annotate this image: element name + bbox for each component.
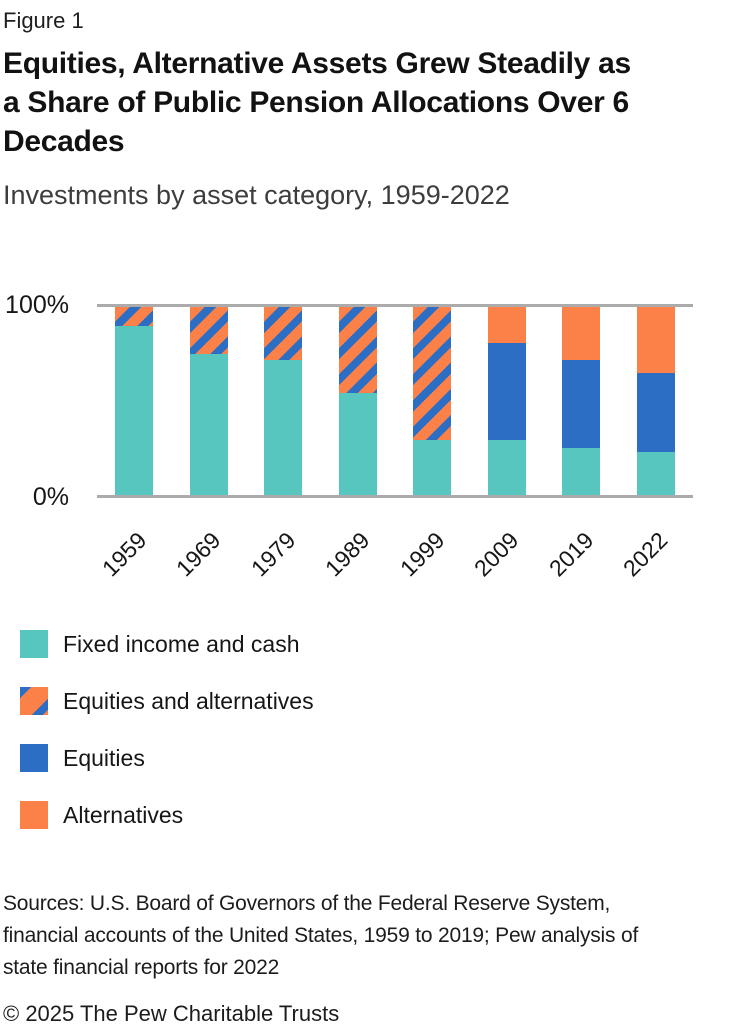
- bar-segment-equities_and_alternatives-1959: [115, 307, 154, 326]
- bar-slot-2019: [544, 307, 619, 495]
- bar-segment-fixed_income-1979: [264, 359, 303, 495]
- bar-segment-fixed_income-2022: [636, 451, 675, 495]
- legend-item-fixed_income: Fixed income and cash: [20, 630, 732, 658]
- x-tick-slot-2022: 2022: [618, 498, 694, 598]
- bar-segment-equities_and_alternatives-1969: [189, 307, 228, 354]
- x-tick-label-1969: 1969: [171, 526, 226, 581]
- bar-segment-alternatives-2019: [562, 307, 601, 360]
- sources-note: Sources: U.S. Board of Governors of the …: [3, 888, 732, 984]
- legend-item-equities: Equities: [20, 744, 732, 772]
- x-axis-labels: 1959 1969 1979 1989 1999 2009 2019 2022: [97, 498, 693, 598]
- x-tick-label-2022: 2022: [618, 526, 673, 581]
- x-tick-slot-2009: 2009: [469, 498, 545, 598]
- chart-title-line-1: Equities, Alternative Assets Grew Steadi…: [3, 47, 631, 80]
- bar-segment-alternatives-2009: [487, 307, 526, 343]
- bar-slot-2009: [470, 307, 545, 495]
- y-tick-label-0: 0%: [32, 483, 69, 511]
- figure-label: Figure 1: [3, 8, 84, 33]
- bar-segment-equities_and_alternatives-1989: [338, 307, 377, 394]
- bar-segment-equities_and_alternatives-1999: [413, 307, 452, 441]
- chart-title: Equities, Alternative Assets Grew Steadi…: [3, 44, 732, 161]
- bar-segment-equities-2022: [636, 372, 675, 452]
- x-tick-label-2009: 2009: [469, 526, 524, 581]
- copyright-notice: © 2025 The Pew Charitable Trusts: [3, 1001, 340, 1026]
- chart-title-line-2: a Share of Public Pension Allocations Ov…: [3, 86, 629, 119]
- legend-swatch-equities: [20, 744, 48, 772]
- x-tick-label-1979: 1979: [245, 526, 301, 581]
- bar-slot-1979: [246, 307, 321, 495]
- bar-1969: [189, 307, 228, 495]
- chart-subtitle: Investments by asset category, 1959-2022: [3, 180, 510, 210]
- bar-1989: [338, 307, 377, 495]
- bar-2022: [636, 307, 675, 495]
- x-tick-label-1959: 1959: [96, 526, 152, 581]
- bar-segment-alternatives-2022: [636, 307, 675, 373]
- bar-2019: [562, 307, 601, 495]
- bar-1979: [264, 307, 303, 495]
- chart-title-line-3: Decades: [3, 125, 125, 158]
- bar-2009: [487, 307, 526, 495]
- legend: Fixed income and cash Equities and altern…: [3, 630, 732, 829]
- legend-label-equities_and_alternatives: Equities and alternatives: [63, 687, 314, 714]
- x-tick-slot-2019: 2019: [544, 498, 619, 598]
- bar-segment-fixed_income-1999: [413, 440, 452, 495]
- x-tick-slot-1979: 1979: [246, 498, 321, 598]
- bar-slot-2022: [619, 307, 694, 495]
- x-tick-slot-1989: 1989: [320, 498, 396, 598]
- bar-1959: [115, 307, 154, 495]
- sources-line-3: state financial reports for 2022: [3, 956, 280, 979]
- legend-swatch-fixed_income: [20, 630, 48, 658]
- legend-label-fixed_income: Fixed income and cash: [63, 630, 300, 657]
- legend-item-alternatives: Alternatives: [20, 801, 732, 829]
- sources-line-1: Sources: U.S. Board of Governors of the …: [3, 892, 611, 915]
- bar-1999: [413, 307, 452, 495]
- y-tick-label-100: 100%: [5, 291, 69, 319]
- bar-slot-1999: [395, 307, 470, 495]
- bar-segment-equities-2009: [487, 342, 526, 441]
- x-tick-label-1989: 1989: [320, 526, 375, 581]
- bar-segment-equities_and_alternatives-1979: [264, 307, 303, 360]
- bar-segment-equities-2019: [562, 359, 601, 448]
- legend-swatch-equities_and_alternatives: [20, 687, 48, 715]
- legend-label-equities: Equities: [63, 744, 145, 771]
- x-tick-label-1999: 1999: [394, 526, 450, 581]
- sources-line-2: financial accounts of the United States,…: [3, 924, 639, 947]
- x-tick-slot-1959: 1959: [97, 498, 172, 598]
- bar-slot-1989: [321, 307, 396, 495]
- bar-slot-1969: [172, 307, 247, 495]
- bar-segment-fixed_income-1969: [189, 354, 228, 495]
- legend-swatch-alternatives: [20, 801, 48, 829]
- bar-segment-fixed_income-2019: [562, 448, 601, 495]
- bar-slot-1959: [97, 307, 172, 495]
- legend-label-alternatives: Alternatives: [63, 801, 184, 828]
- x-tick-slot-1969: 1969: [171, 498, 247, 598]
- bar-segment-fixed_income-1989: [338, 393, 377, 495]
- y-axis: 100% 0%: [3, 291, 97, 511]
- bar-segment-fixed_income-1959: [115, 325, 154, 495]
- legend-item-equities_and_alternatives: Equities and alternatives: [20, 687, 732, 715]
- chart-area: 100% 0%: [3, 291, 732, 511]
- plot-area: [97, 304, 693, 498]
- x-tick-label-2019: 2019: [543, 526, 599, 581]
- x-tick-slot-1999: 1999: [395, 498, 470, 598]
- bar-segment-fixed_income-2009: [487, 440, 526, 495]
